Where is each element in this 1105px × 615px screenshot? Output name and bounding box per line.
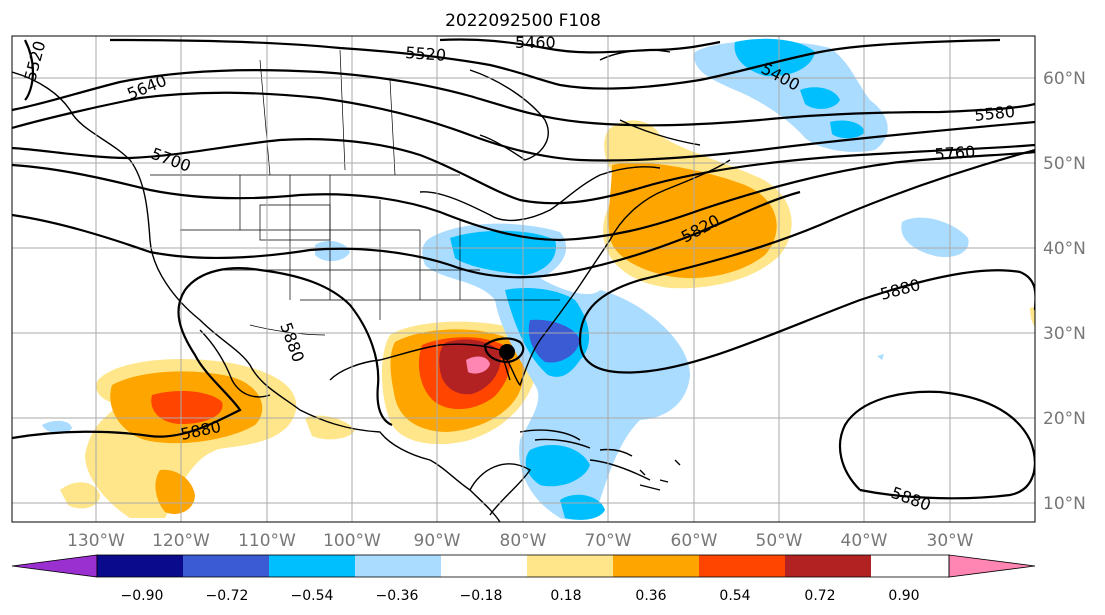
colorbar-segment xyxy=(183,555,269,577)
colorbar: −0.90 −0.72 −0.54 −0.36 −0.18 0.18 0.36 … xyxy=(11,554,1036,604)
contour-5520 xyxy=(24,38,1001,101)
lat-tick-label: 60°N xyxy=(1043,69,1086,89)
contour-5700 xyxy=(12,138,1035,205)
colorbar-tick-label: −0.72 xyxy=(206,588,249,604)
lon-tick-label: 130°W xyxy=(67,531,125,551)
lon-tick-label: 90°W xyxy=(414,531,461,551)
lon-tick-label: 110°W xyxy=(238,531,296,551)
colorbar-segment xyxy=(441,555,527,577)
lon-tick-label: 70°W xyxy=(585,531,632,551)
contour-label: 5520 xyxy=(405,43,447,65)
contour-5580 xyxy=(12,69,1035,127)
contour-5820 xyxy=(12,190,801,279)
colorbar-tick-label: −0.18 xyxy=(460,588,503,604)
lon-tick-label: 50°W xyxy=(756,531,803,551)
height-contours xyxy=(12,38,1035,500)
map-title: 2022092500 F108 xyxy=(445,11,601,31)
lat-tick-label: 40°N xyxy=(1043,239,1086,259)
lat-tick-label: 20°N xyxy=(1043,409,1086,429)
contour-label: 5460 xyxy=(515,33,556,52)
colorbar-tick-label: 0.54 xyxy=(719,588,750,604)
contour-5880-north xyxy=(578,148,1035,374)
contour-5760 xyxy=(12,150,1035,242)
colorbar-tick-label: −0.54 xyxy=(291,588,334,604)
colorbar-extend-high xyxy=(948,554,1036,578)
colorbar-segment xyxy=(699,555,785,577)
anomaly-shading xyxy=(42,38,1035,520)
caribbean-islands xyxy=(534,438,681,483)
colorbar-tick-label: 0.18 xyxy=(550,588,581,604)
colorbar-tick-label: −0.36 xyxy=(376,588,419,604)
colorbar-tick-label: 0.36 xyxy=(635,588,666,604)
colorbar-segment xyxy=(527,555,613,577)
lat-tick-label: 10°N xyxy=(1043,494,1086,514)
contour-label: 5760 xyxy=(934,142,976,164)
lat-tick-label: 30°N xyxy=(1043,324,1086,344)
colorbar-segment xyxy=(355,555,441,577)
lat-lon-grid xyxy=(12,36,1035,522)
contour-5460 xyxy=(439,38,721,54)
lon-tick-label: 30°W xyxy=(927,531,974,551)
lon-tick-label: 120°W xyxy=(152,531,210,551)
contour-5640 xyxy=(12,91,1035,162)
contour-label: 5580 xyxy=(973,102,1015,125)
storm-center-marker xyxy=(499,344,515,360)
colorbar-frame xyxy=(96,554,950,578)
colorbar-segment xyxy=(613,555,699,577)
latitude-axis: 60°N 50°N 40°N 30°N 20°N 10°N xyxy=(1043,69,1086,514)
colorbar-tick-label: 0.90 xyxy=(888,588,919,604)
lon-tick-label: 100°W xyxy=(323,531,381,551)
colorbar-segment xyxy=(269,555,355,577)
colorbar-tick-label: 0.72 xyxy=(804,588,835,604)
map-panel: 5520 5460 5400 5580 5760 5820 5880 5520 … xyxy=(12,33,1035,522)
lon-tick-label: 60°W xyxy=(671,531,718,551)
political-borders xyxy=(150,49,560,336)
longitude-axis: 130°W 120°W 110°W 100°W 90°W 80°W 70°W 6… xyxy=(67,531,974,551)
colorbar-segment xyxy=(785,555,871,577)
map-frame xyxy=(11,35,1036,523)
colorbar-extend-low xyxy=(11,554,98,578)
lon-tick-label: 80°W xyxy=(500,531,547,551)
lat-tick-label: 50°N xyxy=(1043,154,1086,174)
contour-5880-mexico xyxy=(12,267,393,440)
colorbar-segment xyxy=(97,555,183,577)
lon-tick-label: 40°W xyxy=(841,531,888,551)
contour-5880-atlantic xyxy=(838,390,1035,500)
colorbar-tick-label: −0.90 xyxy=(121,588,164,604)
